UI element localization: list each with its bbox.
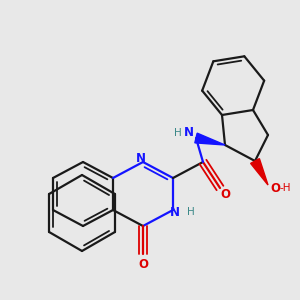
Text: N: N xyxy=(136,152,146,166)
Text: O: O xyxy=(270,182,280,194)
Text: N: N xyxy=(170,206,180,220)
Text: N: N xyxy=(184,127,194,140)
Polygon shape xyxy=(195,133,225,145)
Polygon shape xyxy=(250,159,268,185)
Text: -H: -H xyxy=(279,183,291,193)
Text: H: H xyxy=(174,128,182,138)
Text: O: O xyxy=(220,188,230,202)
Text: H: H xyxy=(187,207,195,217)
Text: O: O xyxy=(138,257,148,271)
